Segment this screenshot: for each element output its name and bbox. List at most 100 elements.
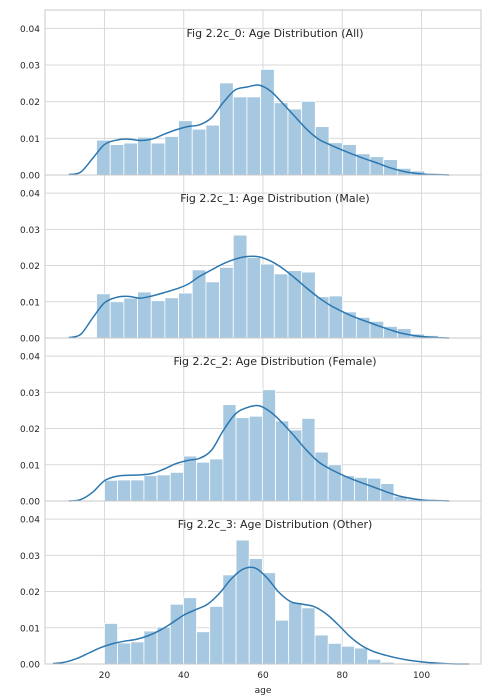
y-tick-label: 0.02 [20, 425, 40, 435]
histogram-bar [340, 645, 355, 665]
y-tick-label: 0.00 [20, 335, 40, 345]
chart-panel-0: 0.00 0.01 0.02 0.03 0.04 Fig 2.2c_0: Age Dist… [20, 9, 482, 182]
x-tick-label: 40 [178, 671, 190, 681]
histogram-bar [246, 96, 262, 176]
histogram-bar [169, 603, 184, 665]
histogram-bar [342, 144, 357, 176]
histogram-bar [178, 292, 193, 339]
kde-curve [68, 84, 450, 176]
histogram-bar [287, 108, 303, 176]
histogram-bar [314, 451, 329, 502]
histogram-bar [191, 128, 207, 176]
histogram-bar [164, 297, 179, 339]
x-tick-label: 20 [99, 671, 111, 681]
histogram-bar [109, 301, 125, 339]
y-tick-label: 0.03 [20, 62, 40, 72]
histogram-bar [219, 266, 234, 339]
histogram-bar [219, 82, 234, 176]
histogram-bar [367, 658, 382, 665]
histogram-bar [222, 574, 237, 665]
chart-title: Fig 2.2c_1: Age Distribution (Male) [180, 192, 369, 205]
y-tick-label: 0.04 [20, 353, 40, 363]
histogram-bar [328, 295, 344, 339]
histogram-bar [342, 311, 357, 339]
histogram-bar [275, 619, 290, 665]
histogram-bar [301, 418, 316, 502]
histogram-bar [273, 273, 289, 339]
y-tick-label: 0.01 [20, 298, 40, 308]
chart-panel-1: 0.00 0.01 0.02 0.03 0.04 Fig 2.2c_1: Age Dist… [20, 174, 482, 345]
histogram-bar [301, 100, 316, 176]
y-tick-label: 0.03 [20, 226, 40, 236]
y-tick-label: 0.02 [20, 98, 40, 108]
histogram-bar [123, 297, 138, 339]
histogram-bar [260, 263, 275, 339]
histogram-bar [205, 124, 220, 176]
histogram-bar [369, 156, 385, 176]
histogram-bar [235, 417, 250, 502]
y-tick-label: 0.04 [20, 25, 40, 35]
y-tick-label: 0.01 [20, 461, 40, 471]
chart-panel-3: 0.00 0.01 0.02 0.03 0.04 Fig 2.2c_3: Age Dist… [20, 500, 482, 696]
histogram-bar [205, 281, 220, 339]
y-tick-label: 0.02 [20, 262, 40, 272]
histogram-bar [150, 142, 166, 176]
y-tick-label: 0.00 [20, 661, 40, 671]
histogram-bar [169, 471, 184, 502]
histogram-bar [117, 479, 132, 502]
histogram-bar [273, 102, 289, 176]
chart-title: Fig 2.2c_0: Age Distribution (All) [187, 27, 364, 40]
kde-curve [68, 255, 450, 339]
histogram-bar [260, 69, 275, 176]
histogram-bar [327, 642, 342, 665]
histogram-bar [232, 96, 248, 176]
histogram-bar [164, 136, 179, 176]
y-tick-label: 0.01 [20, 135, 40, 145]
histogram-bar [123, 142, 138, 176]
histogram-bar [248, 558, 263, 665]
y-tick-label: 0.03 [20, 389, 40, 399]
kde-curve [52, 566, 470, 665]
y-tick-label: 0.04 [20, 190, 40, 200]
plot-frame [44, 500, 482, 665]
histogram-bar [183, 455, 197, 502]
histogram-bar [246, 257, 262, 339]
kde-curve [68, 404, 450, 502]
histogram-bar [327, 464, 342, 502]
y-tick-label: 0.04 [20, 516, 40, 526]
histogram-bar [354, 647, 369, 665]
histogram-bar [301, 271, 316, 339]
histogram-bar [288, 602, 303, 665]
histogram-bar [130, 479, 145, 502]
histogram-bar [104, 479, 119, 502]
histogram-bar [248, 415, 263, 502]
x-tick-label: 60 [257, 671, 269, 681]
histogram-bar [301, 607, 316, 665]
histogram-bar [196, 461, 211, 502]
histogram-bar [156, 474, 171, 502]
chart-title: Fig 2.2c_3: Age Distribution (Other) [178, 518, 373, 531]
histogram-bar [209, 606, 224, 665]
y-tick-label: 0.03 [20, 552, 40, 562]
histogram-bar [275, 420, 290, 502]
histogram-bar [314, 634, 329, 665]
histogram-bar [156, 626, 171, 665]
chart-title: Fig 2.2c_2: Age Distribution (Female) [173, 355, 376, 368]
y-tick-label: 0.00 [20, 498, 40, 508]
x-tick-label: 100 [413, 671, 430, 681]
histogram-bar [130, 641, 145, 665]
histogram-bar [196, 631, 211, 665]
histogram-bar [137, 136, 152, 176]
histogram-bar [261, 389, 276, 502]
x-axis-label: age [255, 686, 272, 696]
histogram-bar [287, 270, 303, 339]
y-tick-label: 0.00 [20, 172, 40, 182]
histogram-bar [109, 144, 125, 176]
histogram-bar [150, 300, 166, 339]
y-tick-label: 0.01 [20, 624, 40, 634]
histogram-bar [183, 597, 197, 665]
x-tick-label: 80 [337, 671, 349, 681]
histogram-bar [288, 429, 303, 502]
histogram-bar [143, 475, 158, 502]
